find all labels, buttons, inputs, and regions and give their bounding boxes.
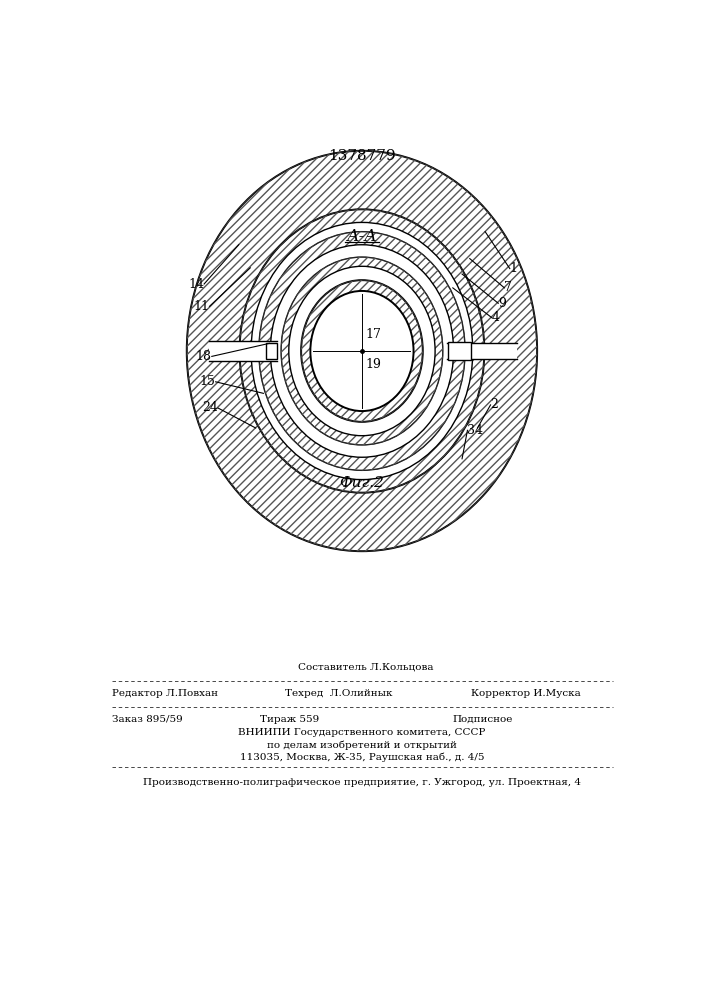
Ellipse shape [251,222,473,480]
Bar [447,343,518,359]
Ellipse shape [259,232,465,470]
Text: 1: 1 [510,262,518,275]
Text: 1378779: 1378779 [328,149,396,163]
Bar [267,343,277,359]
Text: 7: 7 [504,281,513,294]
Text: Редактор Л.Повхан: Редактор Л.Повхан [112,689,218,698]
Bar [448,342,472,360]
Text: 15: 15 [200,375,216,388]
Text: 34: 34 [467,424,484,437]
Ellipse shape [281,257,443,445]
Text: 4: 4 [492,311,500,324]
Text: 24: 24 [202,401,218,414]
Text: 17: 17 [366,328,382,341]
Text: ВНИИПИ Государственного комитета, СССР: ВНИИПИ Государственного комитета, СССР [238,728,486,737]
Text: Производственно-полиграфическое предприятие, г. Ужгород, ул. Проектная, 4: Производственно-полиграфическое предприя… [143,778,581,787]
Ellipse shape [240,209,484,493]
Text: 9: 9 [498,297,506,310]
Text: по делам изобретений и открытий: по делам изобретений и открытий [267,740,457,750]
Text: А-А: А-А [346,228,378,245]
Ellipse shape [270,245,454,457]
Bar [209,341,277,361]
Text: 19: 19 [366,358,382,371]
Text: Тираж 559: Тираж 559 [259,715,319,724]
Text: 18: 18 [196,350,212,363]
Text: 14: 14 [188,278,204,291]
Text: Фиг.2: Фиг.2 [339,476,385,490]
Ellipse shape [301,280,423,422]
Ellipse shape [288,266,435,436]
Text: 2: 2 [491,398,498,411]
Text: Составитель Л.Кольцова: Составитель Л.Кольцова [298,662,433,671]
Text: 11: 11 [194,300,209,313]
Text: Подписное: Подписное [452,715,513,724]
Text: Корректор И.Муска: Корректор И.Муска [472,689,581,698]
Text: 113035, Москва, Ж-35, Раушская наб., д. 4/5: 113035, Москва, Ж-35, Раушская наб., д. … [240,753,484,762]
Text: Заказ 895/59: Заказ 895/59 [112,715,182,724]
Ellipse shape [187,151,537,551]
Text: Техред  Л.Олийнык: Техред Л.Олийнык [285,689,392,698]
Ellipse shape [310,291,414,411]
